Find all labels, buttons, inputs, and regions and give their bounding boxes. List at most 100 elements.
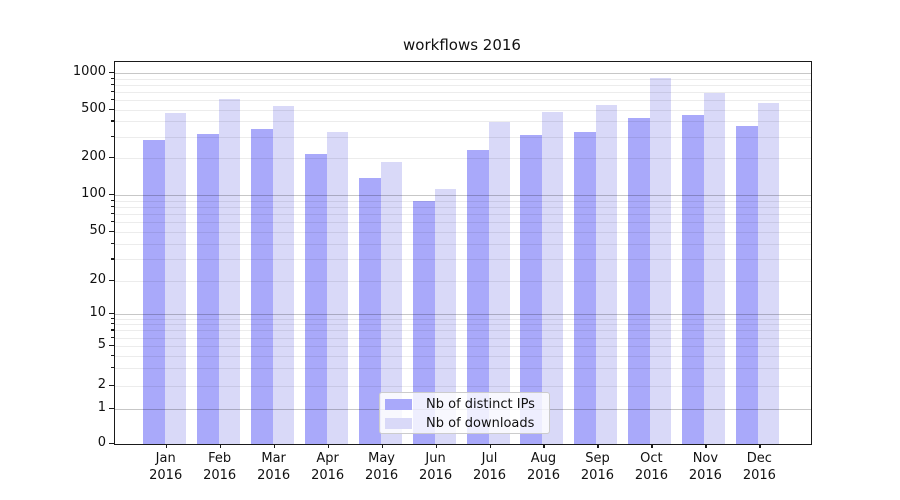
y-minor-tick-mark bbox=[111, 242, 114, 245]
y-tick-mark bbox=[109, 442, 114, 444]
x-tick-mark bbox=[165, 443, 167, 448]
legend-item: Nb of distinct IPs bbox=[380, 395, 549, 414]
y-minor-tick-mark bbox=[111, 213, 114, 215]
x-tick-label: May 2016 bbox=[365, 451, 399, 483]
y-minor-tick-mark bbox=[111, 83, 114, 85]
y-minor-tick-mark bbox=[111, 205, 114, 208]
x-tick-label: Aug 2016 bbox=[526, 451, 561, 483]
y-minor-tick-mark bbox=[111, 221, 114, 223]
bar-downloads bbox=[650, 77, 672, 444]
gridline-major bbox=[115, 195, 811, 196]
y-minor-tick-mark bbox=[111, 231, 114, 233]
y-minor-tick-mark bbox=[111, 336, 114, 338]
chart-title: workflows 2016 bbox=[403, 36, 521, 54]
x-tick-mark bbox=[381, 443, 383, 448]
y-tick-label: 10 bbox=[89, 305, 106, 320]
y-minor-tick-mark bbox=[111, 345, 114, 347]
y-minor-tick-mark bbox=[111, 77, 114, 79]
bar-distinct-ips bbox=[142, 140, 165, 444]
y-minor-tick-mark bbox=[111, 135, 114, 137]
y-minor-tick-mark bbox=[111, 120, 114, 122]
legend-label: Nb of distinct IPs bbox=[426, 397, 535, 412]
bar-distinct-ips bbox=[520, 134, 543, 444]
y-tick-mark bbox=[109, 408, 114, 410]
bar-downloads bbox=[326, 132, 348, 444]
x-tick-mark bbox=[435, 443, 437, 448]
gridlines-layer bbox=[115, 62, 811, 444]
gridline-minor bbox=[115, 368, 811, 370]
legend-swatch-distinct-ips-icon bbox=[385, 399, 412, 410]
x-tick-mark bbox=[219, 443, 221, 448]
bar-distinct-ips bbox=[682, 115, 705, 444]
y-tick-label: 50 bbox=[89, 223, 106, 238]
y-tick-mark bbox=[109, 194, 114, 196]
gridline-minor bbox=[115, 281, 811, 282]
gridline-minor bbox=[115, 214, 811, 216]
bar-distinct-ips bbox=[574, 131, 597, 444]
y-minor-tick-mark bbox=[111, 280, 114, 282]
y-minor-tick-mark bbox=[111, 157, 114, 159]
gridline-minor bbox=[115, 232, 811, 233]
y-minor-tick-mark bbox=[111, 258, 114, 260]
bar-distinct-ips bbox=[466, 149, 489, 444]
y-tick-label: 2 bbox=[97, 377, 106, 392]
x-tick-mark bbox=[489, 443, 491, 448]
y-minor-tick-mark bbox=[111, 367, 114, 369]
legend-item: Nb of downloads bbox=[380, 414, 549, 433]
gridline-minor bbox=[115, 99, 811, 101]
bar-distinct-ips bbox=[358, 178, 381, 444]
gridline-minor bbox=[115, 78, 811, 80]
bar-downloads bbox=[380, 161, 402, 444]
gridline-minor bbox=[115, 318, 811, 320]
y-minor-tick-mark bbox=[111, 385, 114, 387]
y-tick-label: 20 bbox=[89, 272, 106, 287]
bar-distinct-ips bbox=[304, 153, 327, 444]
x-tick-mark bbox=[273, 443, 275, 448]
y-tick-label: 5 bbox=[97, 337, 106, 352]
y-tick-label: 100 bbox=[81, 186, 106, 201]
bar-distinct-ips bbox=[736, 125, 759, 444]
bar-distinct-ips bbox=[250, 129, 273, 444]
x-tick-mark bbox=[327, 443, 329, 448]
bar-downloads bbox=[272, 106, 294, 444]
y-tick-mark bbox=[109, 313, 114, 315]
y-minor-tick-mark bbox=[111, 329, 114, 331]
legend: Nb of distinct IPs Nb of downloads bbox=[379, 392, 550, 434]
y-tick-label: 1000 bbox=[72, 64, 106, 79]
gridline-minor bbox=[115, 355, 811, 357]
legend-swatch-downloads-icon bbox=[385, 418, 412, 429]
bar-downloads bbox=[704, 92, 726, 444]
x-tick-label: Jun 2016 bbox=[419, 451, 453, 483]
gridline-minor bbox=[115, 330, 811, 332]
y-tick-label: 1 bbox=[97, 400, 106, 415]
plot-area bbox=[114, 61, 812, 445]
bar-downloads bbox=[596, 105, 618, 444]
x-tick-label: Jan 2016 bbox=[149, 451, 183, 483]
x-tick-mark bbox=[543, 443, 545, 448]
x-tick-label: Jul 2016 bbox=[472, 451, 507, 483]
gridline-minor bbox=[115, 121, 811, 123]
gridline-major bbox=[115, 314, 811, 315]
legend-label: Nb of downloads bbox=[426, 416, 535, 431]
y-minor-tick-mark bbox=[111, 108, 114, 110]
bars-layer bbox=[115, 62, 811, 444]
bar-downloads bbox=[164, 113, 186, 444]
y-minor-tick-mark bbox=[111, 323, 114, 325]
y-minor-tick-mark bbox=[111, 317, 114, 320]
y-tick-mark bbox=[109, 72, 114, 74]
gridline-minor bbox=[115, 200, 811, 202]
gridline-minor bbox=[115, 84, 811, 86]
bar-downloads bbox=[758, 102, 780, 444]
gridline-major bbox=[115, 73, 811, 74]
gridline-minor bbox=[115, 136, 811, 138]
gridline-minor bbox=[115, 324, 811, 326]
gridline-minor bbox=[115, 259, 811, 261]
x-tick-label: Apr 2016 bbox=[311, 451, 345, 483]
x-tick-label: Nov 2016 bbox=[688, 451, 722, 483]
x-tick-mark bbox=[705, 443, 707, 448]
bar-distinct-ips bbox=[412, 200, 435, 444]
gridline-minor bbox=[115, 109, 811, 111]
gridline-minor bbox=[115, 222, 811, 224]
x-tick-label: Dec 2016 bbox=[742, 451, 776, 483]
